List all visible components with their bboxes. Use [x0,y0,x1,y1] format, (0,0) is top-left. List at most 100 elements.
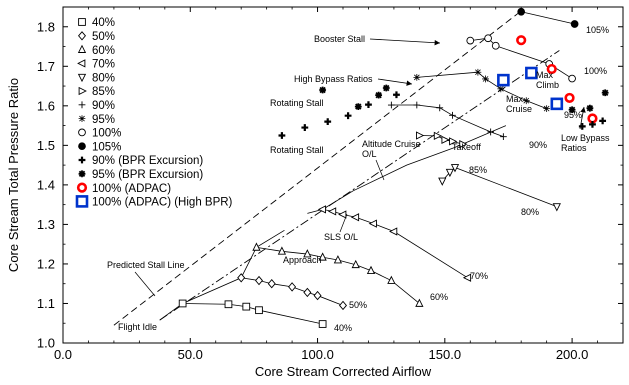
legend-marker [78,142,86,151]
data-point [599,117,607,125]
y-tick-label: 1.8 [37,19,55,34]
data-point [288,282,297,292]
data-point [570,20,579,28]
x-tick-label: 150.0 [429,347,462,362]
data-point [366,265,376,275]
data-point [368,219,377,228]
speed-label-90: 90% [529,140,547,150]
speed-line [416,71,547,109]
legend-marker [78,128,86,137]
legend-label: 100% (ADPAC) [92,183,171,195]
data-point [441,135,450,144]
label-altitude-cruise: Altitude Cruise O/L [362,139,421,159]
data-point [578,122,586,130]
legend-label: 60% [92,45,115,57]
legend-marker [77,44,87,53]
speed-label-85: 85% [469,165,487,175]
data-point [318,252,327,261]
data-point [568,106,576,114]
legend-marker [78,31,86,41]
data-point [313,290,322,301]
label-sls-ol: SLS O/L [324,232,358,242]
data-point [387,275,396,284]
x-tick-label: 50.0 [178,347,203,362]
data-point [278,132,286,139]
data-point [474,68,482,76]
legend-label: 40% [92,17,115,29]
data-point [413,73,421,81]
legend-label: 70% [92,59,115,71]
reference-line [159,50,560,321]
data-point [327,207,337,216]
data-point [550,97,564,111]
data-point [351,259,360,269]
data-point [564,92,575,104]
data-point [601,89,609,97]
label-predicted-stall: Predicted Stall Line [107,260,185,270]
label-rotating-stall-2: Rotating Stall [270,145,324,155]
label-low-bypass: Low Bypass Ratios [561,133,610,153]
data-point [543,105,551,112]
speed-label-50: 50% [349,300,367,310]
data-point [317,205,326,214]
data-point [497,85,505,93]
leader-line [375,159,385,181]
label-max-cruise: Max Cruise [506,94,532,114]
data-point [433,131,443,140]
data-point [375,91,383,99]
legend-marker [77,59,86,68]
data-point [344,112,352,120]
x-tick-label: 100.0 [301,347,334,362]
legend-label: 95% [92,114,115,126]
legend-marker [76,182,88,193]
data-point [242,302,251,311]
speed-line [391,104,504,138]
label-booster-stall: Booster Stall [314,34,365,44]
legend-label: 100% [92,128,121,140]
legend-label: 80% [92,72,115,84]
data-point [338,210,347,219]
legend-label: 105% [92,141,121,153]
data-point [303,287,312,298]
label-high-bypass: High Bypass Ratios [294,74,373,84]
data-point [568,74,576,83]
data-point [416,131,425,140]
y-tick-label: 1.1 [37,296,55,311]
legend-marker [78,170,86,178]
data-point [333,255,343,264]
data-point [303,249,312,258]
speed-label-100: 100% [584,66,607,76]
y-tick-label: 1.7 [37,59,55,74]
data-point [491,41,500,50]
leader-line [134,271,156,297]
data-point [350,213,360,222]
speed-label-105: 105% [586,25,609,35]
data-point [178,299,187,308]
data-point [552,203,561,212]
speed-line [322,208,468,279]
data-point [277,246,287,255]
data-point [393,91,400,99]
data-point [415,298,424,307]
speed-line [441,167,557,207]
leader-line [339,213,348,233]
label-flight-idle: Flight Idle [118,322,157,332]
data-point [449,111,456,119]
legend-marker [78,101,86,109]
legend-marker [78,156,86,164]
data-point [516,35,527,46]
data-point [525,66,538,80]
data-point [252,242,261,251]
data-point [301,124,309,131]
data-point [522,97,530,105]
annotation-arrow [377,78,413,85]
legend-label: 50% [92,31,115,43]
x-tick-label: 200.0 [556,347,589,362]
data-point [324,118,332,126]
data-point [450,164,460,173]
data-point [499,133,507,141]
data-point [224,300,233,309]
reference-line [113,10,522,326]
y-tick-label: 1.4 [37,177,55,192]
